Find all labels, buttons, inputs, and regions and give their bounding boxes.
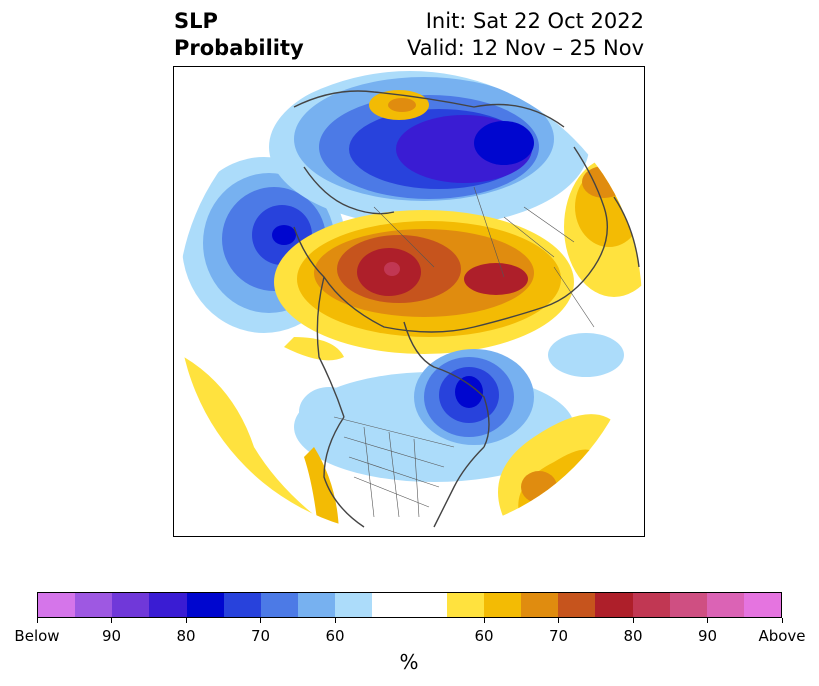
polar-map — [182, 71, 642, 535]
colorbar-segment — [149, 593, 187, 617]
probability-field — [182, 71, 642, 535]
colorbar-tick-mark — [334, 618, 336, 623]
colorbar-tick-label: 70 — [250, 627, 271, 645]
eastern-canada-low — [294, 349, 574, 482]
colorbar-segment — [558, 593, 596, 617]
title-right: Init: Sat 22 Oct 2022 Valid: 12 Nov – 25… — [407, 8, 644, 62]
colorbar-tick-label: 60 — [474, 627, 494, 645]
colorbar-segment — [595, 593, 633, 617]
colorbar-tick-mark — [707, 618, 708, 623]
valid-period: Valid: 12 Nov – 25 Nov — [407, 36, 644, 60]
colorbar-segment — [372, 593, 410, 617]
colorbar-segment — [223, 593, 261, 617]
colorbar-tick-mark — [111, 618, 112, 623]
init-date: Init: Sat 22 Oct 2022 — [425, 9, 644, 33]
northwest-us-low — [299, 387, 359, 437]
colorbar-tick-label: 60 — [325, 627, 345, 645]
colorbar-segment — [632, 593, 670, 617]
colorbar-tick-label: 90 — [697, 627, 718, 645]
colorbar-segment — [335, 593, 373, 617]
colorbar-tick-mark — [36, 618, 38, 623]
colorbar-segment — [521, 593, 559, 617]
colorbar-unit-label: % — [399, 650, 419, 674]
colorbar-segment — [298, 593, 336, 617]
colorbar-tick-mark — [558, 618, 559, 623]
colorbar-tick-label: 80 — [623, 627, 643, 645]
colorbar-tick-label: Above — [758, 627, 806, 645]
colorbar-segment — [112, 593, 150, 617]
colorbar-tick-mark — [632, 618, 634, 623]
east-siberia-low — [548, 333, 624, 377]
colorbar-segment — [446, 593, 484, 617]
colorbar-tick-mark — [260, 618, 261, 623]
political-borders — [333, 186, 595, 518]
colorbar-segment — [706, 593, 744, 617]
title-left: SLP Probability — [174, 8, 304, 62]
colorbar-segment — [186, 593, 224, 617]
variable-title: SLP — [174, 9, 218, 33]
colorbar-segment — [409, 593, 447, 617]
coastlines — [293, 90, 640, 528]
colorbar-segment — [75, 593, 113, 617]
colorbar-tick-label: 70 — [548, 627, 569, 645]
colorbar — [37, 592, 782, 618]
colorbar-segment — [260, 593, 299, 617]
pacific-coast-high — [184, 337, 344, 535]
colorbar-tick-mark — [185, 618, 187, 623]
colorbar-tick-label: 90 — [101, 627, 122, 645]
map-panel — [173, 66, 645, 537]
colorbar-segment — [743, 593, 782, 617]
colorbar-tick-mark — [781, 618, 783, 623]
colorbar-tick-label: 80 — [176, 627, 196, 645]
arctic-small-high-core — [388, 98, 416, 112]
product-title: Probability — [174, 36, 304, 60]
scandinavia-europe-high — [274, 210, 574, 354]
colorbar-tick-label: Below — [14, 627, 60, 645]
siberian-arctic-low — [269, 71, 589, 227]
colorbar-segment — [38, 593, 76, 617]
colorbar-segment — [669, 593, 707, 617]
colorbar-segment — [483, 593, 522, 617]
colorbar-tick-mark — [483, 618, 485, 623]
